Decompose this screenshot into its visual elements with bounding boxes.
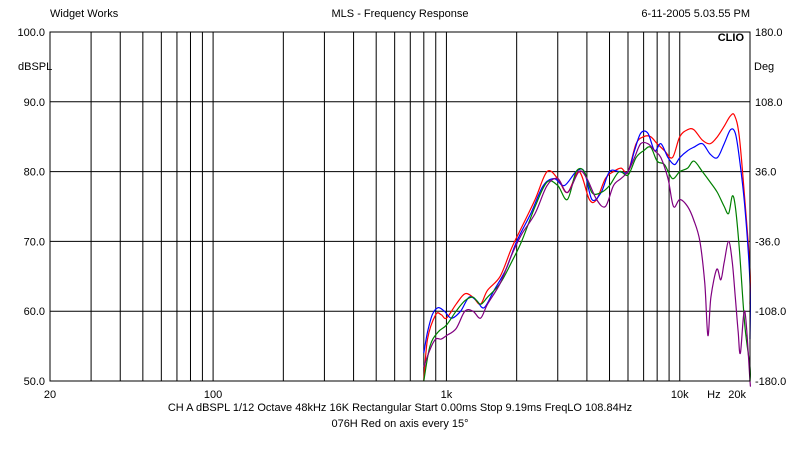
axis-labels: 100.0 90.0 80.0 70.0 60.0 50.0 180.0 108.0 36.0 -… <box>17 27 786 400</box>
frequency-response-chart: 100.0 90.0 80.0 70.0 60.0 50.0 180.0 108.0 36.0 -… <box>17 27 786 400</box>
y-tick-label: 100.0 <box>17 27 45 39</box>
header-title: MLS - Frequency Response <box>331 8 469 20</box>
clio-brand-label: CLIO <box>718 32 745 44</box>
series-line-green <box>423 146 751 382</box>
header-company: Widget Works <box>50 8 119 20</box>
y2-tick-label: -108.0 <box>755 306 786 318</box>
grid <box>50 32 750 381</box>
y-tick-label: 50.0 <box>24 376 45 388</box>
series-line-purple <box>423 141 751 387</box>
x-tick-label: 20 <box>44 389 56 400</box>
x-tick-label: 100 <box>204 389 222 400</box>
y2-tick-label: -180.0 <box>755 376 786 388</box>
y-tick-label: 60.0 <box>24 306 45 318</box>
y2-axis-label: Deg <box>754 61 774 73</box>
series-line-blue <box>423 128 751 354</box>
y-tick-label: 90.0 <box>24 97 45 109</box>
measurement-settings: CH A dBSPL 1/12 Octave 48kHz 16K Rectang… <box>167 402 633 414</box>
series-lines <box>423 113 751 387</box>
x-tick-label: 20k <box>728 389 746 400</box>
plot-frame <box>49 31 751 382</box>
y2-tick-label: 108.0 <box>755 97 783 109</box>
x-tick-label: 10k <box>671 389 689 400</box>
header-timestamp: 6-11-2005 5.03.55 PM <box>641 8 750 20</box>
y2-tick-label: 36.0 <box>755 167 776 179</box>
x-unit-label: Hz <box>707 389 720 400</box>
measurement-note: 076H Red on axis every 15° <box>331 418 469 430</box>
y-tick-label: 70.0 <box>24 236 45 248</box>
y-tick-label: 80.0 <box>24 167 45 179</box>
y-axis-label: dBSPL <box>18 61 52 73</box>
x-tick-label: 1k <box>441 389 453 400</box>
y2-tick-label: 180.0 <box>755 27 783 39</box>
y2-tick-label: -36.0 <box>755 236 780 248</box>
